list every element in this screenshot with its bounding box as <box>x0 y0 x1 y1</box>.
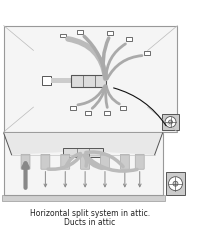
Text: Horizontal split system in attic.: Horizontal split system in attic. <box>30 209 150 218</box>
FancyBboxPatch shape <box>126 38 132 42</box>
FancyBboxPatch shape <box>42 76 51 85</box>
FancyBboxPatch shape <box>101 154 109 169</box>
FancyBboxPatch shape <box>77 30 83 34</box>
Circle shape <box>168 120 173 124</box>
FancyBboxPatch shape <box>85 111 91 115</box>
Circle shape <box>168 177 182 191</box>
FancyBboxPatch shape <box>60 34 66 38</box>
FancyBboxPatch shape <box>104 111 110 115</box>
FancyBboxPatch shape <box>2 194 165 200</box>
Circle shape <box>165 116 176 128</box>
Text: Ducts in attic: Ducts in attic <box>64 218 116 227</box>
FancyBboxPatch shape <box>144 52 150 56</box>
FancyBboxPatch shape <box>63 148 103 157</box>
Circle shape <box>173 181 178 186</box>
FancyBboxPatch shape <box>21 154 30 169</box>
Polygon shape <box>4 133 163 155</box>
FancyBboxPatch shape <box>4 26 178 132</box>
FancyBboxPatch shape <box>4 133 163 194</box>
FancyBboxPatch shape <box>71 75 106 87</box>
FancyBboxPatch shape <box>81 154 89 169</box>
FancyBboxPatch shape <box>120 154 129 169</box>
FancyBboxPatch shape <box>41 154 50 169</box>
FancyBboxPatch shape <box>107 30 113 34</box>
FancyBboxPatch shape <box>120 106 126 110</box>
FancyBboxPatch shape <box>166 172 185 195</box>
FancyBboxPatch shape <box>162 114 179 130</box>
FancyBboxPatch shape <box>61 154 70 169</box>
FancyBboxPatch shape <box>70 106 76 110</box>
FancyBboxPatch shape <box>51 78 71 83</box>
FancyBboxPatch shape <box>135 154 144 169</box>
